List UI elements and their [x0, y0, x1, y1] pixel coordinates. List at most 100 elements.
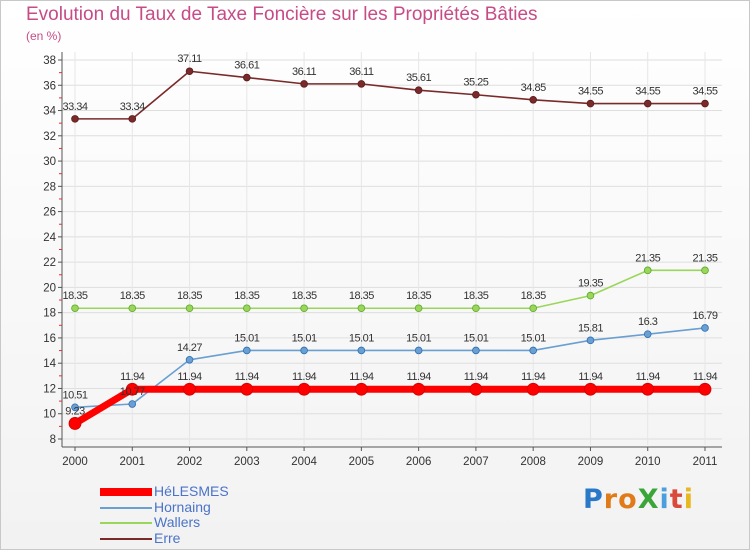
- data-label: 15.01: [406, 332, 431, 344]
- data-point: [701, 324, 709, 332]
- data-label: 21.35: [635, 252, 660, 264]
- data-point: [243, 346, 251, 355]
- data-point: [472, 346, 480, 355]
- data-point: [701, 99, 709, 108]
- series-line-erre: [74, 70, 706, 120]
- series-line-wallers: [74, 269, 706, 310]
- x-tick-label: 2005: [349, 456, 375, 468]
- proxiti-logo: ProXiti: [583, 484, 694, 515]
- data-label: 34.55: [692, 86, 717, 98]
- x-tick-label: 2003: [234, 456, 260, 468]
- data-point: [357, 346, 366, 355]
- data-label: 18.35: [120, 290, 145, 302]
- x-tick-label: 2001: [119, 456, 145, 468]
- legend-swatch: [100, 488, 152, 496]
- legend-label: Erre: [154, 529, 181, 546]
- x-tick-label: 2004: [291, 456, 317, 468]
- axes: 8 10 12 14 16 18 20 22 24 26 28 30 32 34 36 38 2000 2001 2…: [43, 52, 722, 468]
- data-label: 10.51: [62, 389, 87, 401]
- data-label: 11.94: [120, 371, 145, 383]
- unit-label: (en %): [26, 29, 62, 43]
- x-tick-label: 2008: [520, 456, 546, 468]
- data-point: [414, 304, 423, 313]
- data-label: 18.35: [406, 290, 431, 302]
- series-line-hélesmes: [71, 385, 709, 427]
- data-label: 21.35: [692, 252, 717, 264]
- data-label: 15.01: [521, 332, 546, 344]
- data-point: [586, 291, 595, 300]
- data-label: 18.35: [234, 290, 259, 302]
- series-group: [68, 67, 712, 430]
- y-tick-label: 22: [43, 257, 56, 269]
- data-label: 11.94: [407, 371, 432, 383]
- data-label: 11.94: [693, 371, 718, 383]
- data-point: [698, 382, 712, 396]
- y-tick-label: 10: [43, 409, 56, 421]
- data-label: 15.81: [578, 322, 603, 334]
- data-label: 18.35: [349, 290, 374, 302]
- data-point: [643, 99, 652, 108]
- data-point: [414, 346, 423, 355]
- y-tick-label: 8: [50, 434, 56, 446]
- legend-label: HéLESMES: [154, 483, 229, 499]
- data-point: [185, 304, 194, 313]
- data-label: 33.34: [120, 101, 145, 113]
- series-line-hornaing: [74, 327, 706, 409]
- legend-swatch: [100, 537, 152, 540]
- data-point: [300, 304, 308, 313]
- legend-label: Hornaing: [154, 498, 211, 515]
- data-label: 37.11: [177, 53, 202, 65]
- data-label: 16.79: [692, 310, 717, 322]
- y-tick-label: 14: [43, 358, 56, 370]
- data-label: 16.3: [638, 316, 658, 328]
- data-point: [701, 266, 709, 275]
- y-tick-label: 34: [43, 106, 56, 118]
- legend-swatch: [100, 522, 152, 524]
- data-point: [529, 346, 537, 355]
- data-point: [357, 80, 366, 88]
- data-point: [297, 382, 311, 396]
- data-label: 34.55: [578, 86, 603, 98]
- data-label: 18.35: [292, 290, 317, 302]
- data-label: 11.94: [521, 371, 546, 383]
- y-tick-label: 36: [43, 80, 56, 92]
- data-label: 33.34: [62, 101, 87, 113]
- data-label: 9.23: [65, 405, 85, 417]
- data-point: [185, 67, 194, 76]
- data-label: 11.94: [464, 371, 489, 383]
- y-tick-label: 38: [43, 55, 56, 67]
- data-label: 18.35: [177, 290, 202, 302]
- data-label: 15.01: [463, 332, 488, 344]
- data-point: [412, 382, 426, 396]
- data-point: [354, 382, 368, 396]
- x-tick-label: 2006: [406, 456, 432, 468]
- data-label: 34.85: [521, 82, 546, 94]
- data-label: 36.11: [349, 66, 374, 78]
- data-point: [357, 304, 366, 313]
- data-label: 11.94: [292, 371, 317, 383]
- data-labels: 9.23 11.94 11.94 11.94 11.94 11.94 11.94 11.94 1…: [62, 53, 718, 417]
- data-point: [641, 382, 655, 396]
- data-label: 15.01: [234, 332, 259, 344]
- data-label: 11.94: [235, 371, 260, 383]
- data-label: 15.01: [349, 332, 374, 344]
- data-point: [128, 304, 137, 313]
- data-point: [472, 90, 480, 99]
- data-label: 11.94: [349, 371, 374, 383]
- data-point: [472, 304, 480, 313]
- data-label: 36.11: [292, 66, 317, 78]
- y-tick-label: 28: [43, 181, 56, 193]
- data-point: [71, 115, 79, 123]
- data-point: [469, 382, 483, 396]
- x-tick-label: 2000: [62, 456, 88, 468]
- data-point: [643, 266, 652, 275]
- data-point: [414, 86, 423, 94]
- data-point: [71, 304, 79, 313]
- data-label: 11.94: [578, 371, 603, 383]
- data-label: 35.25: [463, 77, 488, 89]
- data-label: 34.55: [635, 86, 660, 98]
- y-tick-label: 16: [43, 333, 56, 345]
- data-point: [586, 99, 595, 108]
- x-tick-label: 2010: [635, 456, 661, 468]
- y-tick-label: 20: [43, 282, 56, 294]
